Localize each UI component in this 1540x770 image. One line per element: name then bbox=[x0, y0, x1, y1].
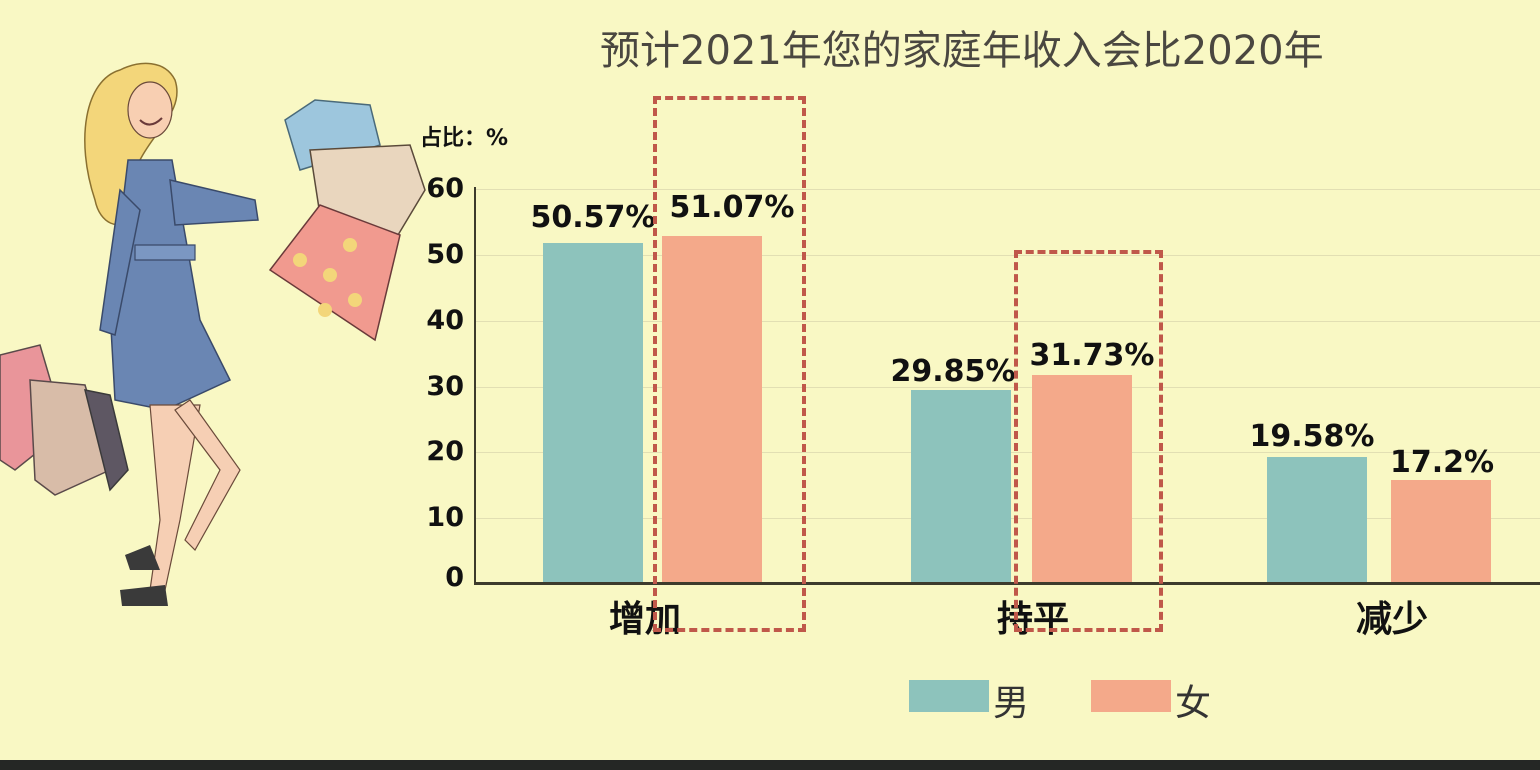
bar-label-male-flat: 29.85% bbox=[890, 354, 1016, 389]
x-axis-line bbox=[474, 582, 1540, 585]
category-label-decrease: 减少 bbox=[1355, 599, 1428, 640]
bar-label-female-increase: 51.07% bbox=[669, 190, 795, 225]
legend-swatch-male bbox=[909, 680, 989, 712]
y-tick-50: 50 bbox=[426, 239, 464, 270]
woman-shopping-illustration bbox=[0, 62, 426, 606]
legend-label-male: 男 bbox=[993, 683, 1030, 724]
bar-male-increase bbox=[543, 243, 643, 583]
gridline-30 bbox=[476, 387, 1540, 388]
legend-label-female: 女 bbox=[1175, 683, 1212, 724]
y-tick-40: 40 bbox=[426, 305, 464, 336]
category-label-increase: 增加 bbox=[608, 599, 681, 640]
y-tick-60: 60 bbox=[426, 173, 464, 204]
bar-female-decrease bbox=[1391, 480, 1491, 583]
bar-label-male-decrease: 19.58% bbox=[1249, 419, 1375, 454]
gridline-40 bbox=[476, 321, 1540, 322]
bar-label-female-flat: 31.73% bbox=[1029, 338, 1155, 373]
chart-legend: 男 女 bbox=[909, 668, 1273, 724]
shopping-bags-right-icon bbox=[268, 99, 426, 342]
y-axis-line bbox=[474, 187, 476, 584]
chart-title: 预计2021年您的家庭年收入会比2020年 bbox=[600, 28, 1324, 74]
y-axis-unit-label: 占比：% bbox=[420, 126, 509, 151]
highlight-box-female-flat bbox=[1014, 250, 1163, 632]
bar-label-male-increase: 50.57% bbox=[530, 200, 656, 235]
bar-female-flat bbox=[1032, 375, 1132, 583]
y-tick-10: 10 bbox=[426, 502, 464, 533]
bar-male-flat bbox=[911, 390, 1011, 583]
category-label-flat: 持平 bbox=[996, 599, 1069, 640]
y-tick-0: 0 bbox=[445, 562, 464, 593]
legend-swatch-female bbox=[1091, 680, 1172, 712]
y-tick-30: 30 bbox=[426, 371, 464, 402]
highlight-box-female-increase bbox=[653, 96, 806, 632]
shopping-bags-left-icon bbox=[0, 344, 129, 496]
bar-female-increase bbox=[662, 236, 762, 583]
legend-item-female: 女 bbox=[1091, 668, 1211, 724]
legend-item-male: 男 bbox=[909, 668, 1029, 724]
bottom-bar bbox=[0, 760, 1540, 770]
gridline-50 bbox=[476, 255, 1540, 256]
bar-label-female-decrease: 17.2% bbox=[1389, 445, 1495, 480]
gridline-60 bbox=[476, 189, 1540, 190]
y-tick-20: 20 bbox=[426, 436, 464, 467]
bar-male-decrease bbox=[1267, 457, 1367, 583]
